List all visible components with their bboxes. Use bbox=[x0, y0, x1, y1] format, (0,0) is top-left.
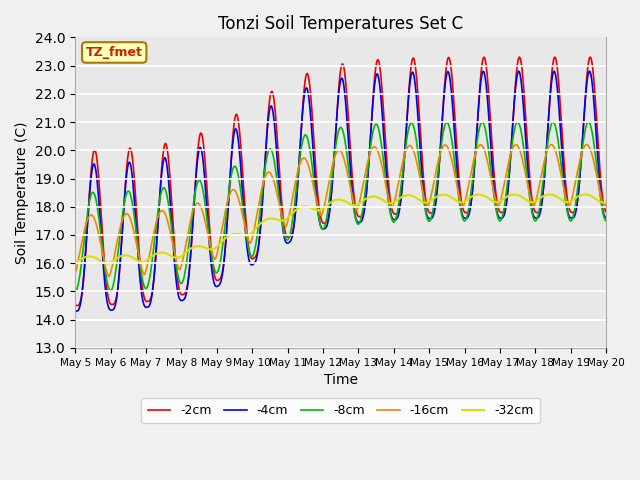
-32cm bbox=[602, 200, 610, 206]
-4cm bbox=[430, 210, 438, 216]
-2cm bbox=[167, 184, 175, 190]
-32cm bbox=[430, 195, 438, 201]
-2cm bbox=[73, 303, 81, 309]
-4cm bbox=[602, 215, 609, 220]
-4cm bbox=[72, 308, 80, 314]
-4cm bbox=[71, 308, 79, 314]
Title: Tonzi Soil Temperatures Set C: Tonzi Soil Temperatures Set C bbox=[218, 15, 463, 33]
-8cm bbox=[602, 218, 610, 224]
-16cm bbox=[490, 189, 497, 194]
-16cm bbox=[71, 271, 79, 276]
-8cm bbox=[584, 119, 592, 125]
-32cm bbox=[103, 261, 111, 266]
-8cm bbox=[430, 201, 438, 207]
-8cm bbox=[166, 216, 174, 222]
-32cm bbox=[321, 204, 328, 210]
-32cm bbox=[490, 199, 497, 204]
-2cm bbox=[602, 209, 610, 215]
-16cm bbox=[583, 142, 591, 147]
X-axis label: Time: Time bbox=[324, 373, 358, 387]
-8cm bbox=[71, 288, 79, 294]
-16cm bbox=[167, 231, 175, 237]
Line: -2cm: -2cm bbox=[75, 57, 606, 306]
-4cm bbox=[490, 182, 497, 188]
-4cm bbox=[602, 215, 610, 221]
Line: -16cm: -16cm bbox=[75, 144, 606, 276]
Line: -4cm: -4cm bbox=[75, 71, 606, 311]
-4cm bbox=[321, 226, 328, 231]
-4cm bbox=[167, 206, 175, 212]
-8cm bbox=[602, 217, 609, 223]
-2cm bbox=[490, 166, 497, 171]
-32cm bbox=[167, 252, 175, 258]
-32cm bbox=[460, 199, 467, 205]
-16cm bbox=[602, 200, 610, 206]
-2cm bbox=[460, 207, 467, 213]
-2cm bbox=[602, 208, 609, 214]
-16cm bbox=[321, 201, 328, 207]
-8cm bbox=[490, 189, 497, 195]
-8cm bbox=[460, 217, 467, 223]
Line: -32cm: -32cm bbox=[75, 194, 606, 264]
-16cm bbox=[602, 202, 609, 207]
Line: -8cm: -8cm bbox=[75, 122, 606, 291]
-2cm bbox=[430, 206, 438, 212]
-32cm bbox=[581, 192, 589, 197]
-2cm bbox=[586, 54, 594, 60]
Text: TZ_fmet: TZ_fmet bbox=[86, 46, 143, 59]
-2cm bbox=[71, 302, 79, 308]
-16cm bbox=[105, 274, 113, 279]
-32cm bbox=[602, 200, 609, 206]
-32cm bbox=[71, 259, 79, 264]
-8cm bbox=[321, 224, 328, 230]
Y-axis label: Soil Temperature (C): Soil Temperature (C) bbox=[15, 121, 29, 264]
-4cm bbox=[586, 68, 593, 74]
-2cm bbox=[321, 220, 328, 226]
-16cm bbox=[460, 203, 467, 209]
Legend: -2cm, -4cm, -8cm, -16cm, -32cm: -2cm, -4cm, -8cm, -16cm, -32cm bbox=[141, 397, 540, 423]
-4cm bbox=[460, 215, 467, 220]
-16cm bbox=[430, 178, 438, 184]
